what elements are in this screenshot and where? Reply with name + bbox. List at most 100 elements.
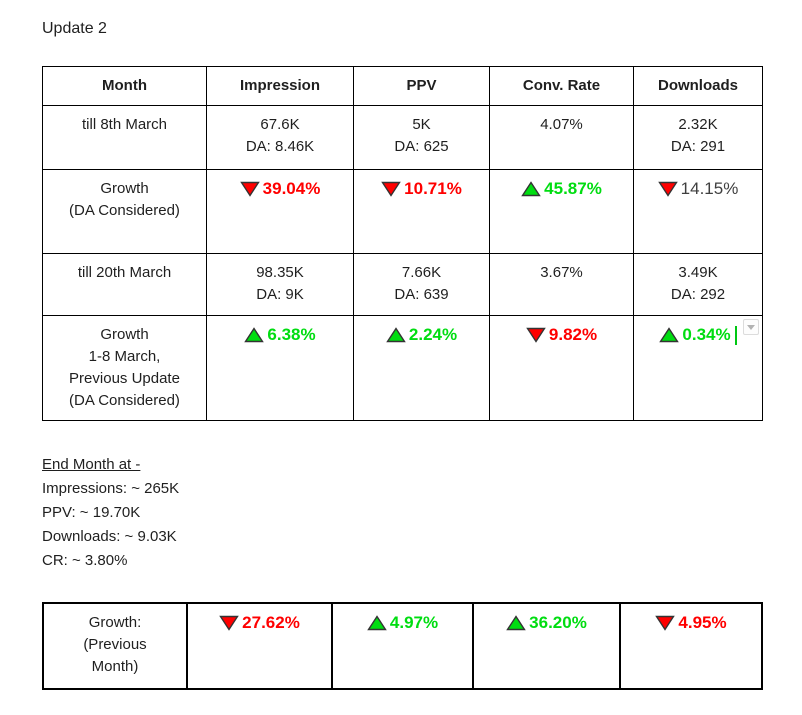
cell-impression[interactable]: 6.38%	[206, 315, 354, 421]
growth-indicator: 2.24%	[358, 324, 485, 346]
cell-line: till 8th March	[81, 116, 168, 133]
up-triangle-icon	[244, 327, 265, 343]
growth-indicator: 10.71%	[358, 178, 485, 200]
down-triangle-icon	[655, 615, 676, 631]
growth-value: 45.87%	[544, 179, 602, 198]
cell-ppv[interactable]: 2.24%	[353, 315, 490, 421]
up-triangle-icon	[659, 327, 680, 343]
cell-line: 67.6K	[260, 116, 300, 133]
cell-line: Month)	[91, 658, 139, 675]
growth-value: 36.20%	[529, 613, 587, 632]
cell-line: (DA Considered)	[69, 202, 180, 219]
cell-line: Growth	[100, 326, 149, 343]
table-row-growth-previous-update: Growth 1-8 March, Previous Update (DA Co…	[42, 315, 763, 421]
cell-impression[interactable]: 67.6K DA: 8.46K	[206, 105, 354, 170]
doc-title[interactable]: Update 2	[42, 20, 107, 37]
growth-value: 4.95%	[678, 613, 727, 632]
up-triangle-icon	[367, 615, 387, 631]
cell-line: 3.67%	[540, 264, 583, 281]
cell-growth-label[interactable]: Growth: (Previous Month)	[42, 602, 188, 690]
cell-line: DA: 292	[670, 286, 726, 303]
cell-ppv[interactable]: 5K DA: 625	[353, 105, 490, 170]
cell-line: Growth	[100, 180, 149, 197]
cell-downloads[interactable]: 0.34%	[633, 315, 763, 421]
up-triangle-icon	[506, 615, 526, 631]
cell-downloads[interactable]: 14.15%	[633, 169, 763, 254]
cell-month[interactable]: till 20th March	[42, 253, 207, 316]
end-month-line-impressions[interactable]: Impressions: ~ 265K	[42, 480, 180, 497]
down-triangle-icon	[657, 181, 678, 197]
growth-value: 39.04%	[262, 179, 321, 198]
cell-line: Growth:	[88, 614, 142, 631]
growth-value: 9.82%	[548, 325, 598, 344]
growth-indicator: 36.20%	[478, 612, 615, 634]
cell-line: 7.66K	[401, 264, 442, 281]
cell-conv-rate[interactable]: 36.20%	[472, 602, 621, 690]
cell-line: 2.32K	[678, 116, 718, 133]
cell-line: Previous Update	[69, 370, 180, 387]
down-triangle-icon	[219, 615, 239, 631]
cell-ppv[interactable]: 4.97%	[331, 602, 474, 690]
down-triangle-icon	[526, 327, 546, 343]
previous-month-growth-table: Growth: (Previous Month) 27.62% 4.97%	[42, 602, 763, 690]
cell-conv-rate[interactable]: 3.67%	[489, 253, 634, 316]
cell-line: DA: 9K	[256, 286, 304, 303]
growth-indicator: 27.62%	[192, 612, 327, 634]
column-header-conv-rate[interactable]: Conv. Rate	[489, 66, 634, 106]
cell-line: DA: 625	[394, 138, 449, 155]
cell-downloads[interactable]: 3.49K DA: 292	[633, 253, 763, 316]
growth-value: 6.38%	[267, 325, 316, 344]
cell-line: 3.49K	[678, 264, 718, 281]
cell-month[interactable]: Growth 1-8 March, Previous Update (DA Co…	[42, 315, 207, 421]
end-month-line-ppv[interactable]: PPV: ~ 19.70K	[42, 504, 141, 521]
growth-value: 2.24%	[408, 325, 458, 344]
cell-conv-rate[interactable]: 45.87%	[489, 169, 634, 254]
cell-conv-rate[interactable]: 4.07%	[489, 105, 634, 170]
cell-month[interactable]: Growth (DA Considered)	[42, 169, 207, 254]
growth-indicator: 9.82%	[494, 324, 629, 346]
cell-conv-rate[interactable]: 9.82%	[489, 315, 634, 421]
growth-indicator: 0.34%	[638, 324, 758, 346]
cell-ppv[interactable]: 10.71%	[353, 169, 490, 254]
table-dropdown-button[interactable]	[743, 319, 759, 335]
growth-indicator: 4.97%	[337, 612, 468, 634]
cell-line: 5K	[412, 116, 431, 133]
cell-line: 1-8 March,	[88, 348, 161, 365]
cell-line: (DA Considered)	[69, 392, 180, 409]
column-header-ppv[interactable]: PPV	[353, 66, 490, 106]
growth-indicator: 4.95%	[625, 612, 757, 634]
cell-line: DA: 8.46K	[245, 138, 315, 155]
up-triangle-icon	[386, 327, 406, 343]
cell-line: 98.35K	[256, 264, 304, 281]
end-month-section: End Month at - Impressions: ~ 265K PPV: …	[42, 453, 802, 573]
end-month-heading[interactable]: End Month at -	[42, 456, 141, 473]
cell-line: DA: 639	[394, 286, 449, 303]
growth-value: 14.15%	[680, 179, 739, 198]
growth-indicator: 45.87%	[494, 178, 629, 200]
growth-value: 0.34%	[682, 325, 731, 344]
down-triangle-icon	[239, 181, 260, 197]
cell-impression[interactable]: 27.62%	[186, 602, 333, 690]
column-header-downloads[interactable]: Downloads	[633, 66, 763, 106]
cell-month[interactable]: till 8th March	[42, 105, 207, 170]
chevron-down-icon	[747, 325, 755, 330]
end-month-line-downloads[interactable]: Downloads: ~ 9.03K	[42, 528, 177, 545]
cell-line: DA: 291	[670, 138, 726, 155]
column-header-impression[interactable]: Impression	[206, 66, 354, 106]
cell-impression[interactable]: 98.35K DA: 9K	[206, 253, 354, 316]
cell-line: (Previous	[83, 636, 147, 653]
cell-impression[interactable]: 39.04%	[206, 169, 354, 254]
cell-line: 4.07%	[540, 116, 583, 133]
column-header-month[interactable]: Month	[42, 66, 207, 106]
growth-value: 27.62%	[242, 613, 300, 632]
cell-line: till 20th March	[77, 264, 172, 281]
cell-downloads[interactable]: 2.32K DA: 291	[633, 105, 763, 170]
cell-downloads[interactable]: 4.95%	[619, 602, 763, 690]
growth-indicator: 14.15%	[638, 178, 758, 200]
cell-ppv[interactable]: 7.66K DA: 639	[353, 253, 490, 316]
growth-value: 10.71%	[404, 179, 462, 198]
up-triangle-icon	[521, 181, 541, 197]
table-row-till-20th-march: till 20th March 98.35K DA: 9K 7.66K DA: …	[42, 253, 763, 316]
metrics-table: Month Impression PPV Conv. Rate Download…	[42, 66, 763, 421]
end-month-line-cr[interactable]: CR: ~ 3.80%	[42, 552, 128, 569]
